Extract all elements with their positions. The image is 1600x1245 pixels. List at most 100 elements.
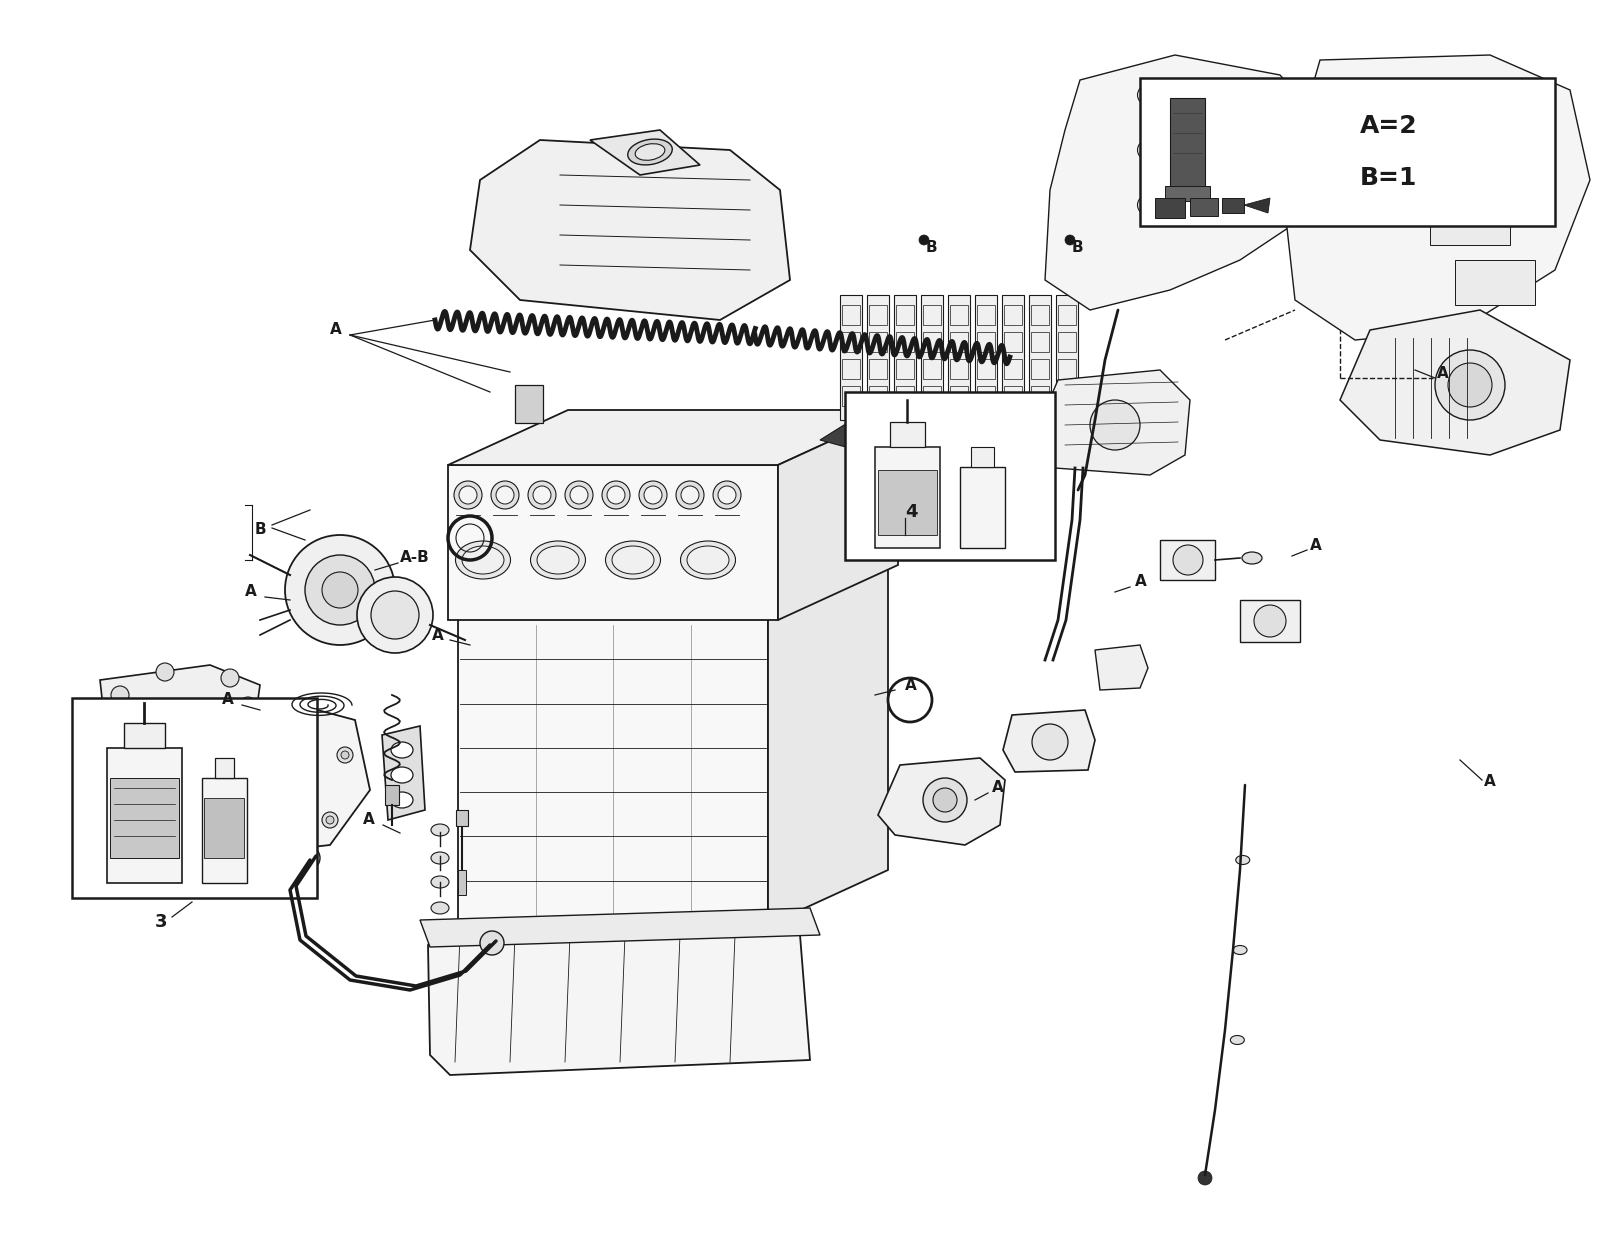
Text: A: A — [992, 781, 1003, 796]
Ellipse shape — [774, 573, 826, 604]
Bar — [386, 786, 398, 806]
Circle shape — [110, 686, 130, 703]
Ellipse shape — [565, 481, 594, 509]
Text: A: A — [432, 627, 443, 642]
Bar — [947, 295, 970, 420]
Ellipse shape — [1138, 78, 1192, 111]
Polygon shape — [875, 447, 941, 548]
Circle shape — [923, 778, 966, 822]
Bar — [1029, 295, 1051, 420]
Bar — [867, 295, 890, 420]
Polygon shape — [890, 422, 925, 447]
Ellipse shape — [638, 481, 667, 509]
Bar — [1222, 198, 1245, 213]
Ellipse shape — [781, 576, 819, 599]
Ellipse shape — [430, 824, 450, 835]
Ellipse shape — [638, 573, 690, 604]
Circle shape — [202, 832, 218, 848]
Polygon shape — [470, 139, 790, 320]
Circle shape — [1173, 545, 1203, 575]
Bar — [842, 386, 861, 406]
Polygon shape — [819, 415, 875, 454]
Ellipse shape — [1234, 945, 1246, 955]
Polygon shape — [125, 723, 165, 748]
Ellipse shape — [645, 576, 683, 599]
Text: A: A — [1310, 538, 1322, 553]
Polygon shape — [1045, 55, 1330, 310]
Circle shape — [306, 555, 374, 625]
Bar — [978, 359, 995, 378]
Bar — [1160, 540, 1214, 580]
Circle shape — [162, 771, 170, 779]
Circle shape — [1435, 350, 1506, 420]
Text: B=1: B=1 — [1360, 166, 1418, 190]
Bar — [1002, 295, 1024, 420]
Bar — [978, 332, 995, 352]
Polygon shape — [107, 748, 182, 883]
Ellipse shape — [570, 486, 589, 504]
Circle shape — [285, 535, 395, 645]
Ellipse shape — [528, 481, 557, 509]
Bar — [842, 305, 861, 325]
Bar — [205, 798, 243, 858]
Ellipse shape — [1235, 855, 1250, 864]
Bar — [1056, 295, 1078, 420]
Ellipse shape — [491, 481, 518, 509]
Circle shape — [326, 815, 334, 824]
Bar — [842, 359, 861, 378]
Text: B: B — [1072, 240, 1083, 255]
Ellipse shape — [611, 547, 654, 574]
Circle shape — [1032, 725, 1069, 759]
Polygon shape — [419, 908, 819, 947]
Bar — [923, 386, 941, 406]
Bar — [1165, 186, 1210, 200]
Text: 3: 3 — [155, 913, 168, 931]
Ellipse shape — [675, 481, 704, 509]
Circle shape — [1066, 235, 1075, 245]
Bar — [974, 295, 997, 420]
Text: A: A — [1485, 774, 1496, 789]
Polygon shape — [590, 129, 701, 176]
Bar — [840, 295, 862, 420]
Polygon shape — [878, 758, 1005, 845]
Bar — [922, 295, 942, 420]
Polygon shape — [768, 560, 888, 925]
Bar — [1405, 139, 1485, 186]
Bar — [923, 359, 941, 378]
Polygon shape — [960, 467, 1005, 548]
Ellipse shape — [531, 542, 586, 579]
Polygon shape — [448, 410, 898, 464]
Text: A: A — [906, 677, 917, 692]
Polygon shape — [202, 778, 246, 883]
Ellipse shape — [606, 486, 626, 504]
Polygon shape — [971, 447, 994, 467]
Ellipse shape — [1146, 139, 1184, 161]
Bar — [1190, 198, 1218, 215]
Bar — [1005, 305, 1022, 325]
Bar — [978, 386, 995, 406]
Circle shape — [1448, 364, 1491, 407]
Circle shape — [206, 835, 214, 844]
Ellipse shape — [390, 792, 413, 808]
Text: A: A — [330, 322, 342, 337]
Text: A=2: A=2 — [1360, 115, 1418, 138]
Circle shape — [157, 767, 173, 783]
Ellipse shape — [602, 481, 630, 509]
Ellipse shape — [462, 547, 504, 574]
Bar — [1005, 359, 1022, 378]
Ellipse shape — [680, 542, 736, 579]
Polygon shape — [99, 665, 259, 735]
Bar — [923, 305, 941, 325]
Ellipse shape — [454, 481, 482, 509]
Bar — [896, 359, 914, 378]
Polygon shape — [1245, 198, 1270, 213]
Text: A: A — [1134, 574, 1147, 589]
Circle shape — [157, 664, 174, 681]
Bar — [1030, 305, 1050, 325]
Ellipse shape — [538, 547, 579, 574]
Ellipse shape — [430, 852, 450, 864]
Circle shape — [238, 697, 258, 715]
Bar — [1379, 80, 1459, 125]
Bar — [456, 810, 467, 825]
Bar — [1030, 332, 1050, 352]
